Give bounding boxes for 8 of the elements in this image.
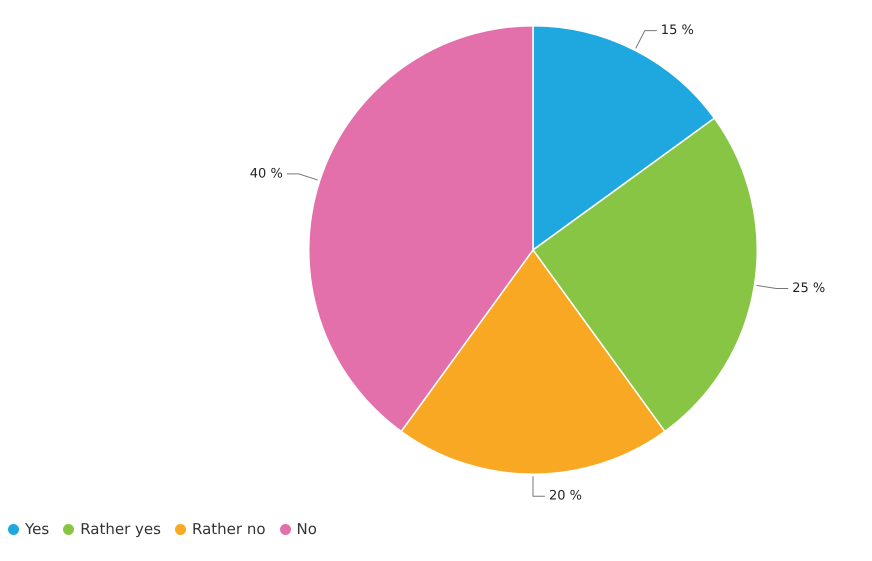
legend-label: Rather no xyxy=(192,520,266,538)
data-label: 40 % xyxy=(250,166,283,182)
data-label: 20 % xyxy=(549,488,582,504)
data-label: 25 % xyxy=(792,280,826,296)
data-label: 15 % xyxy=(660,22,694,38)
legend-label: No xyxy=(296,520,317,538)
legend-label: Yes xyxy=(25,520,50,538)
legend-label: Rather yes xyxy=(80,520,161,538)
